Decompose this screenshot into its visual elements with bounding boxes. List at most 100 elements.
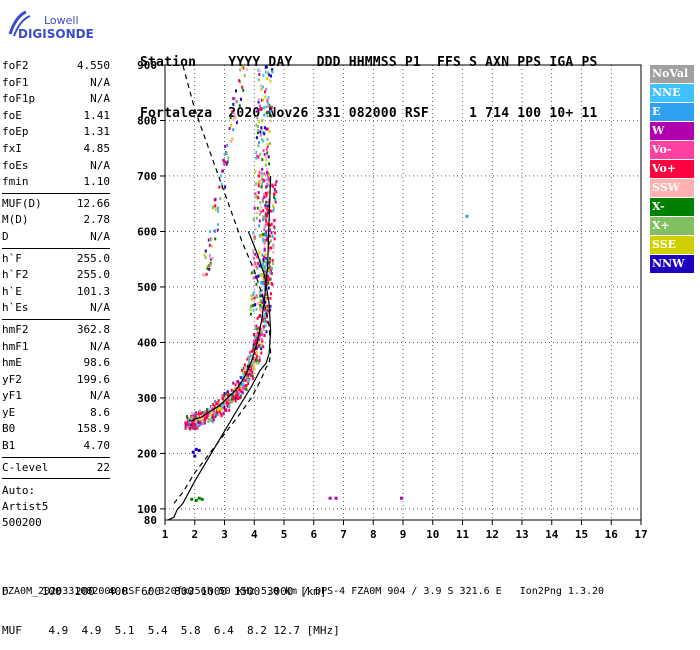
echo-point: [209, 261, 212, 265]
echo-point: [260, 338, 263, 342]
echo-point: [265, 310, 268, 314]
echo-point: [273, 225, 276, 229]
param-name: fmin: [2, 175, 29, 189]
echo-point: [242, 385, 245, 389]
echo-point: [268, 234, 271, 238]
x-tick-label: 13: [515, 528, 528, 541]
echo-point: [201, 419, 204, 423]
legend-entry-nne: NNE: [650, 84, 694, 102]
echo-point: [264, 65, 267, 69]
echo-point: [232, 128, 235, 132]
echo-point: [208, 267, 211, 271]
param-name: hmF2: [2, 322, 29, 336]
param-value: 22: [96, 460, 110, 474]
echo-point: [242, 66, 245, 70]
echo-point: [256, 108, 259, 112]
echo-point: [221, 394, 224, 398]
y-tick-label: 300: [137, 392, 157, 405]
echo-point: [239, 97, 242, 101]
echo-point: [256, 129, 259, 133]
echo-point: [222, 412, 225, 416]
echo-point: [257, 191, 260, 195]
echo-point: [211, 413, 214, 417]
echo-point: [251, 271, 254, 275]
param-value: 4.70: [83, 439, 111, 453]
echo-point: [188, 421, 191, 425]
param-row: MUF(D) 12.66: [2, 196, 110, 213]
echo-point: [262, 98, 265, 102]
echo-point: [260, 343, 263, 347]
echo-point: [266, 304, 269, 308]
param-separator: [2, 478, 110, 480]
echo-point: [270, 222, 273, 226]
echo-point: [264, 95, 267, 99]
echo-point: [267, 310, 270, 314]
echo-point: [245, 388, 248, 392]
echo-point: [253, 296, 256, 300]
echo-point: [252, 308, 255, 312]
legend-entry-x-: X+: [650, 217, 694, 235]
x-tick-label: 11: [456, 528, 470, 541]
echo-point: [263, 320, 266, 324]
ionogram-plot: 1 2 3 4 5 6 7 8 9 10 11 12 13 14 15 16 17100200300400500…: [137, 59, 648, 541]
echo-point: [204, 418, 207, 422]
echo-point: [260, 182, 263, 186]
legend-entry-x-: X-: [650, 198, 694, 216]
echo-point: [229, 400, 232, 404]
param-name: h`F: [2, 251, 22, 265]
echo-point: [254, 182, 257, 186]
echo-point: [260, 87, 263, 91]
echo-point: [265, 281, 268, 285]
echo-point: [259, 133, 262, 137]
echo-point: [265, 292, 268, 296]
echo-point: [251, 362, 254, 366]
echo-point: [229, 140, 232, 144]
echo-point: [262, 345, 265, 349]
echo-point: [264, 272, 267, 276]
echo-point: [255, 358, 258, 362]
echo-point: [242, 366, 245, 370]
echo-point: [239, 396, 242, 400]
param-name: yF1: [2, 389, 22, 403]
echo-point: [201, 417, 204, 421]
echo-point: [254, 170, 257, 174]
echo-point: [246, 379, 249, 383]
x-tick-label: 3: [221, 528, 228, 541]
echo-point: [262, 315, 265, 319]
echo-point: [258, 359, 261, 363]
echo-point: [266, 274, 269, 278]
echo-point: [256, 331, 259, 335]
echo-point: [260, 107, 263, 111]
echo-point: [224, 401, 227, 405]
echo-point: [209, 263, 212, 267]
echo-point: [271, 258, 274, 262]
echo-point: [253, 339, 256, 343]
echo-point: [265, 200, 268, 204]
echo-point: [269, 308, 272, 312]
y-bottom-label: 80: [144, 514, 157, 527]
echo-point: [266, 77, 269, 81]
echo-point: [259, 180, 262, 184]
echo-point: [196, 414, 199, 418]
echo-point: [264, 191, 267, 195]
echo-point: [263, 232, 266, 236]
echo-point: [257, 340, 260, 344]
echo-point: [202, 273, 205, 277]
echo-point: [264, 213, 267, 217]
x-tick-label: 5: [281, 528, 288, 541]
param-value: N/A: [90, 92, 110, 106]
echo-point: [263, 106, 266, 110]
echo-point: [190, 420, 193, 424]
echo-point: [271, 234, 274, 238]
echo-point: [224, 144, 227, 148]
echo-point: [232, 381, 235, 385]
echo-point: [250, 366, 253, 370]
param-name: B0: [2, 422, 16, 436]
echo-point: [261, 305, 264, 309]
param-separator: [2, 318, 110, 320]
echo-point: [239, 389, 242, 393]
echo-point: [210, 405, 213, 409]
echo-point: [196, 419, 199, 423]
echo-point: [225, 161, 228, 165]
echo-point: [267, 177, 270, 181]
